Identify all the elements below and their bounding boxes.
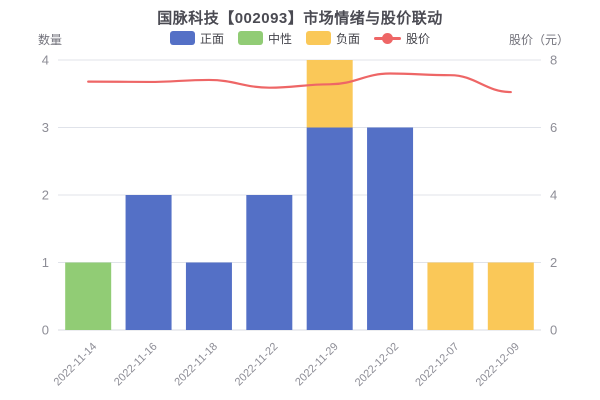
x-axis-label: 2022-12-07 bbox=[413, 341, 461, 389]
right-axis-tick-label: 0 bbox=[550, 323, 557, 338]
legend-item-neutral[interactable]: 中性 bbox=[237, 30, 292, 47]
legend-label-neutral: 中性 bbox=[267, 31, 292, 46]
bar-segment bbox=[65, 262, 112, 330]
bar-segment bbox=[125, 195, 172, 330]
bar-segment bbox=[367, 127, 414, 330]
legend-item-negative[interactable]: 负面 bbox=[306, 30, 360, 47]
price-line-marker-icon bbox=[374, 32, 402, 44]
left-axis-tick-label: 4 bbox=[42, 53, 49, 68]
right-axis-tick-label: 8 bbox=[550, 53, 557, 68]
negative-swatch-icon bbox=[306, 31, 331, 45]
right-axis-unit-label: 股价（元） bbox=[508, 33, 569, 47]
legend: 正面 中性 负面 股价 bbox=[60, 29, 540, 47]
legend-label-positive: 正面 bbox=[199, 31, 224, 46]
x-axis-label: 2022-11-22 bbox=[233, 341, 281, 389]
x-axis-label: 2022-12-02 bbox=[353, 341, 401, 389]
left-axis-tick-label: 2 bbox=[42, 188, 49, 203]
x-axis-label: 2022-12-09 bbox=[474, 341, 522, 389]
legend-item-price[interactable]: 股价 bbox=[374, 30, 430, 47]
right-axis-tick-label: 2 bbox=[550, 255, 557, 270]
left-axis-tick-label: 0 bbox=[42, 323, 49, 338]
bar-segment bbox=[487, 262, 534, 330]
right-axis-tick-label: 6 bbox=[550, 120, 557, 135]
left-axis-tick-label: 1 bbox=[42, 255, 49, 270]
chart-title: 国脉科技【002093】市场情绪与股价联动 bbox=[157, 10, 443, 27]
bar-segment bbox=[246, 195, 293, 330]
x-axis-label: 2022-11-29 bbox=[293, 341, 341, 389]
left-axis-tick-label: 3 bbox=[42, 120, 49, 135]
x-axis-label: 2022-11-14 bbox=[52, 341, 100, 389]
neutral-swatch-icon bbox=[237, 31, 263, 45]
legend-label-price: 股价 bbox=[406, 31, 431, 46]
left-axis-unit-label: 数量 bbox=[38, 33, 63, 47]
bar-segment bbox=[427, 262, 474, 330]
bar-segment bbox=[306, 60, 353, 128]
legend-item-positive[interactable]: 正面 bbox=[169, 30, 224, 47]
right-axis-tick-label: 4 bbox=[550, 188, 557, 203]
price-line bbox=[87, 72, 512, 94]
legend-label-negative: 负面 bbox=[336, 31, 361, 46]
bar-segment bbox=[306, 127, 353, 330]
x-axis-label: 2022-11-18 bbox=[172, 341, 220, 389]
positive-swatch-icon bbox=[169, 31, 195, 45]
bar-segment bbox=[185, 262, 232, 330]
x-axis-label: 2022-11-16 bbox=[112, 341, 160, 389]
